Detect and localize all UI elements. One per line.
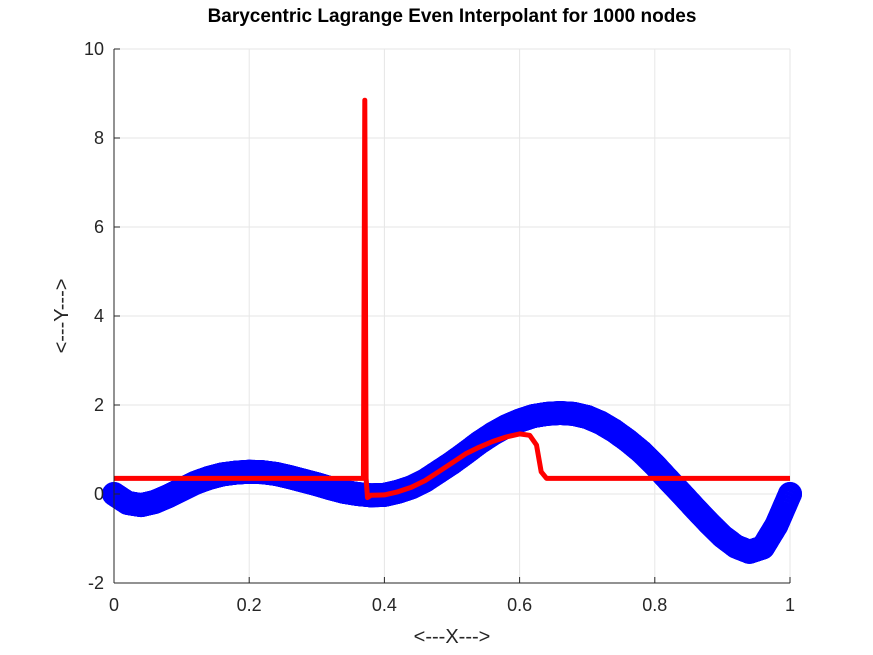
y-tick-label: 2 xyxy=(94,395,104,415)
plot-area xyxy=(102,97,802,564)
x-tick-label: 0.2 xyxy=(237,595,262,615)
data-point xyxy=(588,410,613,435)
data-point xyxy=(142,490,167,515)
x-tick-label: 1 xyxy=(785,595,795,615)
y-tick-label: 10 xyxy=(84,39,104,59)
data-point xyxy=(750,535,775,560)
axes xyxy=(113,48,791,584)
y-axis-label: <---Y---> xyxy=(51,279,73,354)
y-tick-label: 8 xyxy=(94,128,104,148)
interpolant-line xyxy=(114,97,790,501)
y-tick-label: 6 xyxy=(94,217,104,237)
data-point xyxy=(764,513,789,538)
chart-title: Barycentric Lagrange Even Interpolant fo… xyxy=(208,6,697,27)
y-tick-label: -2 xyxy=(88,573,104,593)
data-point xyxy=(156,484,181,509)
data-point xyxy=(575,405,600,430)
y-tick-label: 0 xyxy=(94,484,104,504)
data-point xyxy=(669,482,694,506)
data-point xyxy=(723,534,748,559)
y-tick-label: 4 xyxy=(94,306,104,326)
data-point xyxy=(737,539,762,564)
x-tick-label: 0.6 xyxy=(507,595,532,615)
x-tick-label: 0.4 xyxy=(372,595,397,615)
x-tick-label: 0 xyxy=(109,595,119,615)
grid xyxy=(113,48,791,584)
marker-series xyxy=(102,401,802,564)
data-point xyxy=(778,482,802,506)
x-axis-label: <---X---> xyxy=(414,626,491,648)
x-tick-label: 0.8 xyxy=(642,595,667,615)
